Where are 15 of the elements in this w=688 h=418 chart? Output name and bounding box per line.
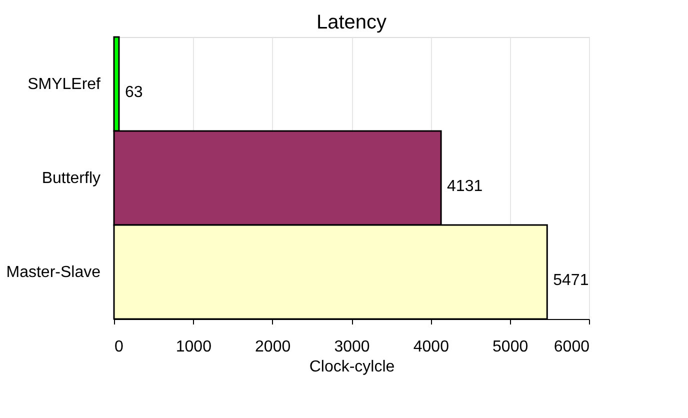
x-tick-label: 0 xyxy=(114,338,124,356)
y-tick-label: Master-Slave xyxy=(6,264,101,281)
x-tick-label: 5000 xyxy=(492,338,528,356)
data-label: 4131 xyxy=(447,178,483,195)
chart-title: Latency xyxy=(316,11,387,34)
x-axis-title: Clock-cylcle xyxy=(309,358,395,376)
data-label: 5471 xyxy=(553,272,589,289)
y-tick-label: SMYLEref xyxy=(28,76,102,93)
x-tick-label: 6000 xyxy=(554,338,590,356)
x-tick-label: 3000 xyxy=(334,338,370,356)
x-tick-label: 2000 xyxy=(255,338,291,356)
data-label: 63 xyxy=(124,84,143,101)
x-tick-label: 4000 xyxy=(413,338,450,356)
y-tick-label: Butterfly xyxy=(42,170,100,187)
x-tick-label: 1000 xyxy=(176,338,212,356)
